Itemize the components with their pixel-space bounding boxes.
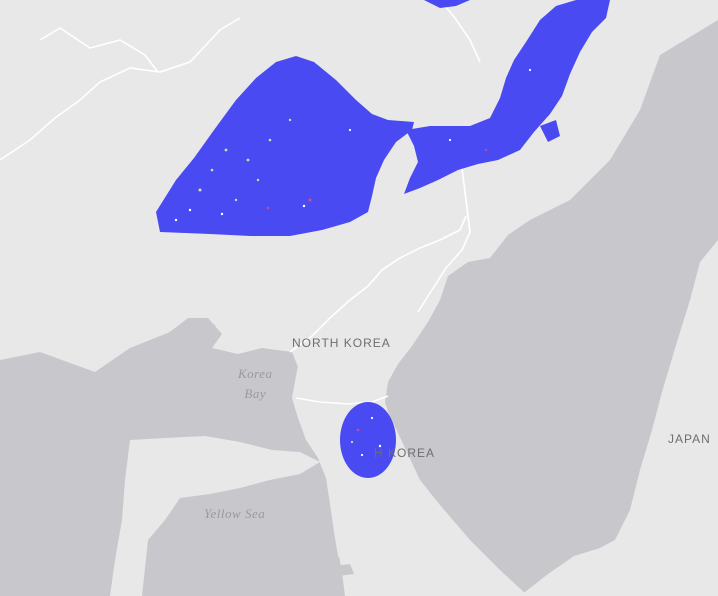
japan-west-coast [520, 352, 718, 596]
sea-of-japan-water [368, 20, 718, 596]
bohai-water [95, 318, 215, 445]
shandong-peninsula [110, 436, 320, 596]
data-overlay-south-korea [340, 402, 396, 478]
country-borders [0, 0, 481, 405]
label-korea-bay-line2: Bay [244, 386, 267, 401]
data-overlay-speckles [174, 68, 532, 222]
label-south-korea: H KOREA [374, 446, 436, 460]
label-japan: JAPAN [668, 432, 711, 446]
label-yellow-sea: Yellow Sea [204, 506, 266, 521]
data-overlay-northeast-china [156, 0, 610, 236]
label-korea-bay-line1: Korea [238, 366, 273, 381]
data-overlay-south-korea-speckles [350, 416, 382, 457]
island [300, 492, 312, 504]
label-korea-bay: Korea Bay [238, 366, 273, 402]
island [334, 564, 354, 576]
label-north-korea: NORTH KOREA [292, 336, 391, 350]
